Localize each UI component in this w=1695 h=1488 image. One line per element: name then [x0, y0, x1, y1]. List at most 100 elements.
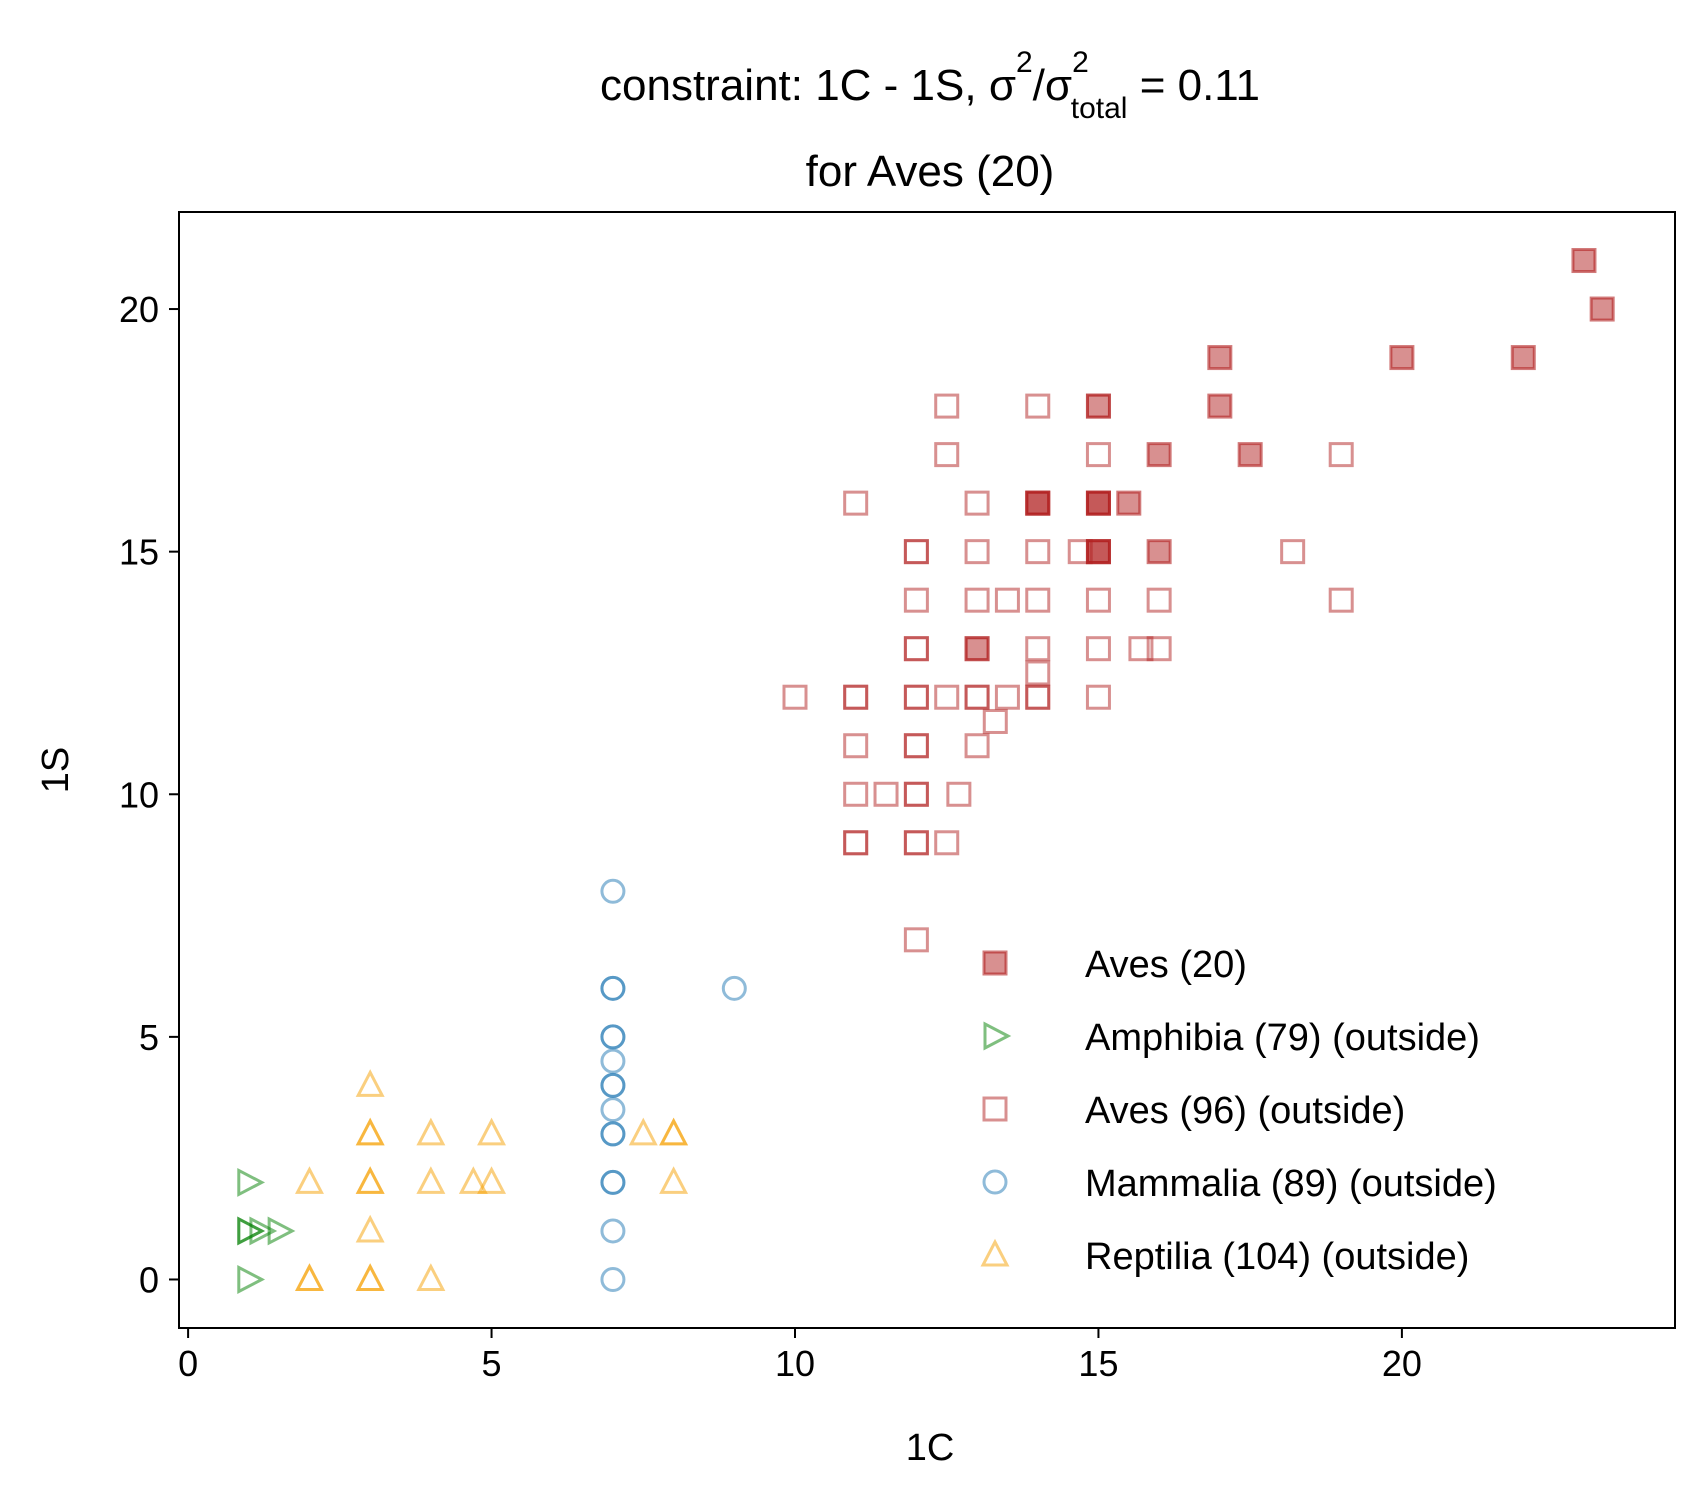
- data-point: [934, 442, 960, 468]
- data-point: [903, 733, 929, 759]
- data-point: [1146, 539, 1172, 565]
- data-point: [295, 1263, 324, 1291]
- x-tick-label: 20: [1382, 1343, 1422, 1384]
- data-point: [355, 1166, 385, 1194]
- data-point: [1025, 684, 1051, 710]
- data-point: [1025, 636, 1051, 662]
- data-point: [600, 878, 626, 904]
- data-point: [946, 781, 972, 807]
- y-tick-label: 15: [119, 532, 159, 573]
- data-point: [267, 1216, 296, 1246]
- data-point: [416, 1117, 446, 1146]
- data-point: [1328, 587, 1354, 613]
- data-point: [1085, 490, 1111, 516]
- data-point: [903, 830, 929, 856]
- data-point: [600, 1097, 626, 1123]
- series-1: [237, 1167, 296, 1294]
- data-point: [600, 1169, 626, 1195]
- legend: Aves (20) Amphibia (79) (outside) Aves (96…: [980, 944, 1497, 1278]
- data-point: [903, 684, 929, 710]
- data-point: [903, 781, 929, 807]
- series-3: [600, 878, 747, 1292]
- legend-label: Mammalia (89) (outside): [1085, 1163, 1497, 1205]
- data-point: [477, 1117, 507, 1146]
- data-point: [1571, 248, 1597, 274]
- data-point: [249, 1216, 278, 1246]
- series-0: [964, 248, 1615, 662]
- data-point: [295, 1166, 324, 1194]
- series-2: [782, 393, 1354, 953]
- data-point: [659, 1166, 689, 1194]
- y-axis-label: 1S: [35, 747, 77, 793]
- data-point: [1280, 539, 1306, 565]
- data-point: [1328, 442, 1354, 468]
- data-point: [1085, 539, 1111, 565]
- data-point: [1025, 684, 1051, 710]
- data-point: [994, 684, 1020, 710]
- data-point: [843, 733, 869, 759]
- data-point: [1207, 393, 1233, 419]
- legend-marker: [982, 950, 1008, 976]
- legend-marker: [982, 1096, 1008, 1122]
- y-tick-label: 0: [139, 1259, 159, 1300]
- data-point: [1025, 539, 1051, 565]
- data-point: [1207, 345, 1233, 371]
- legend-label: Amphibia (79) (outside): [1085, 1017, 1480, 1059]
- data-point: [934, 830, 960, 856]
- data-point: [628, 1117, 658, 1146]
- legend-label: Reptilia (104) (outside): [1085, 1236, 1469, 1278]
- chart-title-line1: constraint: 1C - 1S, σ2/σ2 total = 0.11: [600, 46, 1260, 125]
- data-point: [458, 1166, 488, 1194]
- data-point: [1389, 345, 1415, 371]
- data-point: [934, 684, 960, 710]
- data-point: [721, 975, 747, 1001]
- data-point: [600, 1024, 626, 1050]
- data-point: [1085, 587, 1111, 613]
- data-point: [1085, 684, 1111, 710]
- data-point: [843, 781, 869, 807]
- legend-marker: [982, 1169, 1008, 1195]
- data-point: [600, 975, 626, 1001]
- data-point: [600, 1121, 626, 1147]
- data-point: [964, 490, 990, 516]
- data-point: [964, 587, 990, 613]
- chart-title-line2: for Aves (20): [806, 147, 1055, 196]
- data-point: [843, 684, 869, 710]
- data-point: [477, 1166, 507, 1194]
- data-point: [964, 684, 990, 710]
- series-4: [295, 1069, 689, 1291]
- data-point: [1128, 636, 1154, 662]
- data-point: [355, 1263, 385, 1291]
- x-axis-label: 1C: [906, 1427, 955, 1469]
- data-point: [355, 1166, 385, 1194]
- data-point: [843, 684, 869, 710]
- x-tick-label: 0: [178, 1343, 198, 1384]
- data-point: [1085, 636, 1111, 662]
- data-point: [1085, 442, 1111, 468]
- data-point: [1025, 587, 1051, 613]
- data-point: [994, 587, 1020, 613]
- data-point: [355, 1069, 385, 1097]
- data-point: [903, 684, 929, 710]
- y-tick-label: 20: [119, 289, 159, 330]
- data-point: [237, 1167, 266, 1197]
- data-point: [1025, 393, 1051, 419]
- data-point: [903, 539, 929, 565]
- data-point: [843, 830, 869, 856]
- data-point: [1510, 345, 1536, 371]
- data-point: [964, 684, 990, 710]
- data-point: [934, 393, 960, 419]
- data-point: [903, 636, 929, 662]
- data-point: [600, 1266, 626, 1292]
- data-point: [903, 733, 929, 759]
- data-point: [964, 539, 990, 565]
- data-point: [416, 1166, 446, 1194]
- data-point: [903, 587, 929, 613]
- data-point: [1116, 490, 1142, 516]
- legend-label: Aves (20): [1085, 944, 1247, 986]
- data-point: [1025, 490, 1051, 516]
- plot-frame: [178, 211, 1676, 1329]
- data-point: [355, 1117, 385, 1146]
- data-point: [1146, 636, 1172, 662]
